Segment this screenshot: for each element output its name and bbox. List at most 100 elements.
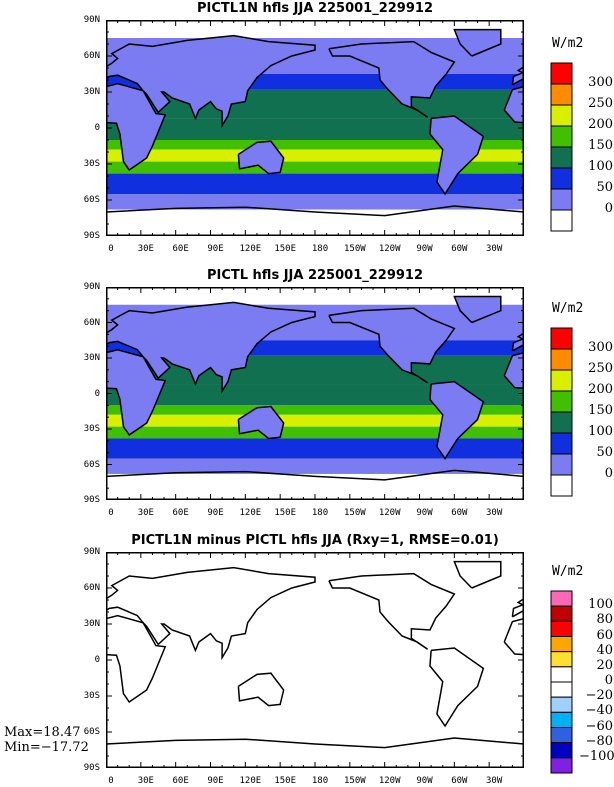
lon-tick-label: 30E	[137, 508, 154, 518]
colorbar-box	[550, 369, 573, 392]
lon-tick-label: 60W	[451, 244, 468, 254]
colorbar-label: 150	[588, 403, 613, 418]
field-band	[106, 438, 524, 459]
colorbar-label: 100	[588, 159, 613, 174]
colorbar-label: 200	[588, 382, 613, 397]
lon-tick-label: 30E	[137, 244, 154, 254]
field-band	[106, 414, 524, 427]
colorbar-label: 300	[588, 75, 613, 90]
lon-tick-label: 120W	[378, 508, 401, 518]
lat-tick-label: 0	[94, 388, 100, 399]
colorbar-label: 250	[588, 96, 613, 111]
coastline-africa	[503, 351, 524, 389]
field-band	[106, 173, 524, 194]
lat-tick-label: 30S	[83, 691, 100, 701]
coastline-eurasia	[511, 65, 524, 86]
lon-tick-label: 30W	[486, 776, 503, 786]
colorbar-box	[550, 711, 573, 729]
map-frame	[106, 552, 524, 768]
colorbar-box	[550, 104, 573, 127]
coastline-greenland	[453, 295, 502, 324]
lon-tick-label: 0	[108, 244, 114, 254]
lat-tick-label: 60N	[83, 51, 100, 61]
colorbar-box	[550, 432, 573, 455]
lon-tick-label: 120W	[378, 244, 401, 254]
lon-tick-label: 150W	[343, 508, 366, 518]
coastline-antarctica	[106, 206, 316, 213]
field-band	[106, 405, 524, 415]
field-band	[106, 140, 524, 150]
max-value: Max=18.47	[4, 725, 81, 740]
panel-title: PICTL1N hfls JJA 225001_229912	[197, 1, 433, 16]
coastline-namerica	[328, 307, 456, 384]
lon-tick-label: 90W	[416, 776, 433, 786]
colorbar-label: 60	[596, 627, 613, 643]
lat-tick-label: 30S	[83, 159, 100, 169]
colorbar-box	[550, 620, 573, 638]
coastline-africa	[503, 617, 524, 656]
field-band	[106, 161, 524, 174]
lon-tick-label: 90E	[207, 244, 224, 254]
colorbar-label: 100	[588, 597, 613, 613]
colorbar-label: 20	[596, 657, 613, 673]
colorbar-box	[550, 390, 573, 413]
lon-tick-label: 150W	[343, 244, 366, 254]
lon-tick-label: 90E	[207, 776, 224, 786]
colorbar-box	[550, 605, 573, 622]
lon-tick-label: 180	[311, 244, 329, 254]
field-band	[106, 384, 524, 406]
colorbar-box	[550, 188, 573, 211]
lon-tick-label: 150W	[343, 776, 366, 786]
lon-tick-label: 180	[311, 508, 329, 518]
coastline-eurasia	[106, 566, 316, 661]
lat-tick-label: 0	[94, 655, 100, 665]
colorbar-box	[550, 742, 573, 759]
coastline-antarctica	[106, 470, 316, 478]
map-panel	[106, 552, 524, 768]
field-band	[106, 426, 524, 439]
lon-tick-label: 60E	[172, 776, 189, 786]
colorbar-label: −20	[585, 688, 613, 704]
coastline-antarctica	[106, 738, 316, 745]
colorbar-box	[550, 411, 573, 434]
units-label: W/m2	[552, 564, 584, 579]
units-label: W/m2	[552, 36, 584, 51]
field-band	[106, 458, 524, 474]
coastline-namerica	[328, 572, 456, 650]
coastline-eurasia	[106, 301, 316, 394]
lon-tick-label: 90W	[416, 244, 433, 254]
units-label: W/m2	[552, 301, 584, 316]
colorbar-label: 0	[604, 201, 613, 216]
lat-tick-label: 30N	[83, 619, 100, 629]
coastline-australia	[237, 140, 285, 175]
colorbar-box	[550, 125, 573, 148]
lat-tick-label: 90S	[83, 763, 100, 773]
min-value: Min=−17.72	[4, 740, 89, 755]
field-band	[106, 194, 524, 210]
lat-tick-label: 60S	[83, 195, 100, 205]
lon-tick-label: 180	[311, 776, 329, 786]
lon-tick-label: 150E	[274, 244, 296, 254]
colorbar-label: 250	[588, 361, 613, 376]
lon-tick-label: 0	[108, 508, 114, 518]
lon-tick-label: 90E	[207, 508, 224, 518]
lat-tick-label: 30N	[83, 87, 100, 97]
coastline-samerica	[429, 380, 485, 460]
lat-tick-label: 90N	[83, 15, 100, 25]
lon-tick-label: 120E	[239, 508, 262, 518]
coastline-eurasia	[511, 332, 524, 352]
lon-tick-label: 30E	[137, 776, 154, 786]
map-panel	[106, 287, 524, 500]
coastline-antarctica	[314, 205, 524, 217]
colorbar-label: 50	[596, 180, 613, 195]
colorbar-box	[550, 348, 573, 371]
panel-title: PICTL1N minus PICTL hfls JJA (Rxy=1, RMS…	[131, 533, 499, 548]
colorbar-label: 0	[604, 466, 613, 481]
lon-tick-label: 30W	[486, 508, 503, 518]
lon-tick-label: 60W	[451, 508, 468, 518]
colorbar-box	[550, 453, 573, 476]
colorbar-label: −60	[585, 718, 613, 734]
panel-title: PICTL hfls JJA 225001_229912	[206, 268, 424, 283]
colorbar-box	[550, 209, 573, 232]
lat-tick-label: 30N	[83, 353, 100, 363]
